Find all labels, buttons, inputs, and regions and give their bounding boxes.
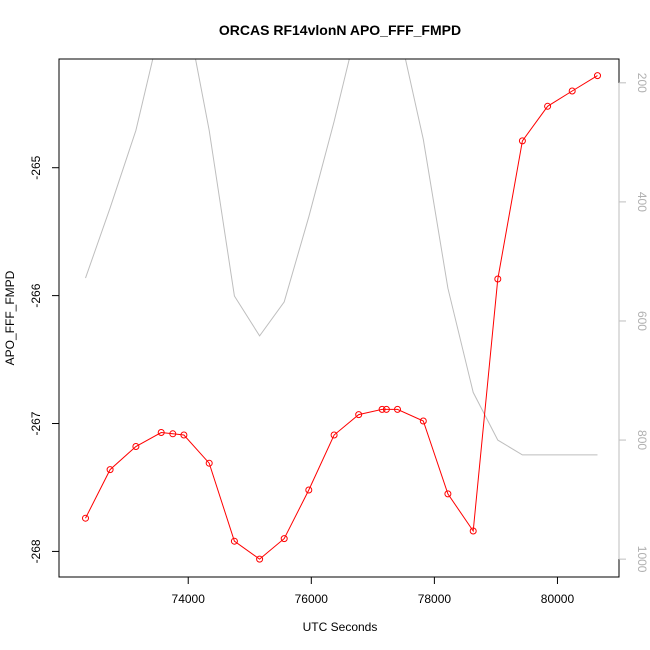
y2-tick-label: 800 bbox=[635, 430, 649, 450]
data-point bbox=[419, 417, 427, 425]
data-point bbox=[169, 430, 177, 438]
data-point bbox=[378, 405, 386, 413]
x-tick-label: 80000 bbox=[541, 592, 575, 606]
data-point bbox=[230, 537, 238, 545]
y-tick-label: -265 bbox=[29, 155, 43, 179]
data-point bbox=[382, 405, 390, 413]
data-point bbox=[132, 443, 140, 450]
y2-tick-label: 200 bbox=[635, 73, 649, 93]
data-point bbox=[256, 555, 264, 563]
chart-title: ORCAS RF14vlonN APO_FFF_FMPD bbox=[219, 22, 461, 38]
data-point bbox=[355, 411, 363, 419]
data-point bbox=[180, 431, 188, 439]
secondary-series-line bbox=[85, 59, 598, 456]
series-layer bbox=[82, 59, 601, 563]
y-tick-label: -266 bbox=[29, 283, 43, 307]
data-point bbox=[469, 527, 477, 535]
y-tick-label: -268 bbox=[29, 539, 43, 563]
y2-tick-label: 400 bbox=[635, 192, 649, 212]
x-axis: 74000 76000 78000 80000 bbox=[172, 576, 575, 606]
data-point bbox=[494, 275, 502, 283]
x-tick-label: 78000 bbox=[418, 592, 452, 606]
data-point bbox=[568, 87, 576, 95]
y2-axis: 200 400 600 800 1000 bbox=[618, 73, 649, 573]
y-axis: -268 -267 -266 -265 bbox=[29, 155, 60, 563]
data-point bbox=[205, 459, 213, 467]
data-point bbox=[106, 466, 114, 474]
y-tick-label: -267 bbox=[29, 411, 43, 435]
data-point bbox=[280, 535, 288, 543]
x-axis-label: UTC Seconds bbox=[303, 620, 378, 634]
y-axis-label: APO_FFF_FMPD bbox=[3, 270, 17, 365]
data-point bbox=[518, 137, 526, 145]
data-point bbox=[444, 490, 452, 498]
y2-tick-label: 600 bbox=[635, 311, 649, 331]
x-tick-label: 74000 bbox=[172, 592, 206, 606]
data-point bbox=[157, 429, 165, 436]
data-point bbox=[594, 72, 601, 80]
data-point bbox=[82, 514, 89, 522]
data-point bbox=[544, 102, 552, 110]
data-point bbox=[394, 405, 401, 413]
primary-series-line bbox=[85, 75, 598, 560]
x-tick-label: 76000 bbox=[295, 592, 329, 606]
plot-frame bbox=[58, 58, 620, 578]
data-point bbox=[330, 431, 338, 439]
y2-tick-label: 1000 bbox=[635, 546, 649, 573]
data-point bbox=[305, 486, 313, 494]
